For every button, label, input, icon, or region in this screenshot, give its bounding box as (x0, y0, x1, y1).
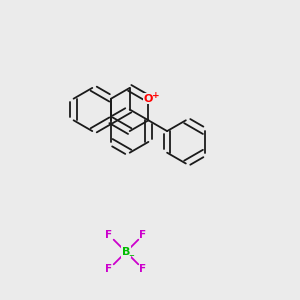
Text: F: F (140, 230, 146, 240)
Text: B: B (122, 247, 130, 257)
Text: +: + (152, 91, 160, 100)
Text: F: F (140, 264, 146, 274)
Text: F: F (106, 264, 112, 274)
Text: F: F (106, 230, 112, 240)
Text: −: − (128, 253, 134, 259)
Text: O: O (144, 94, 153, 104)
